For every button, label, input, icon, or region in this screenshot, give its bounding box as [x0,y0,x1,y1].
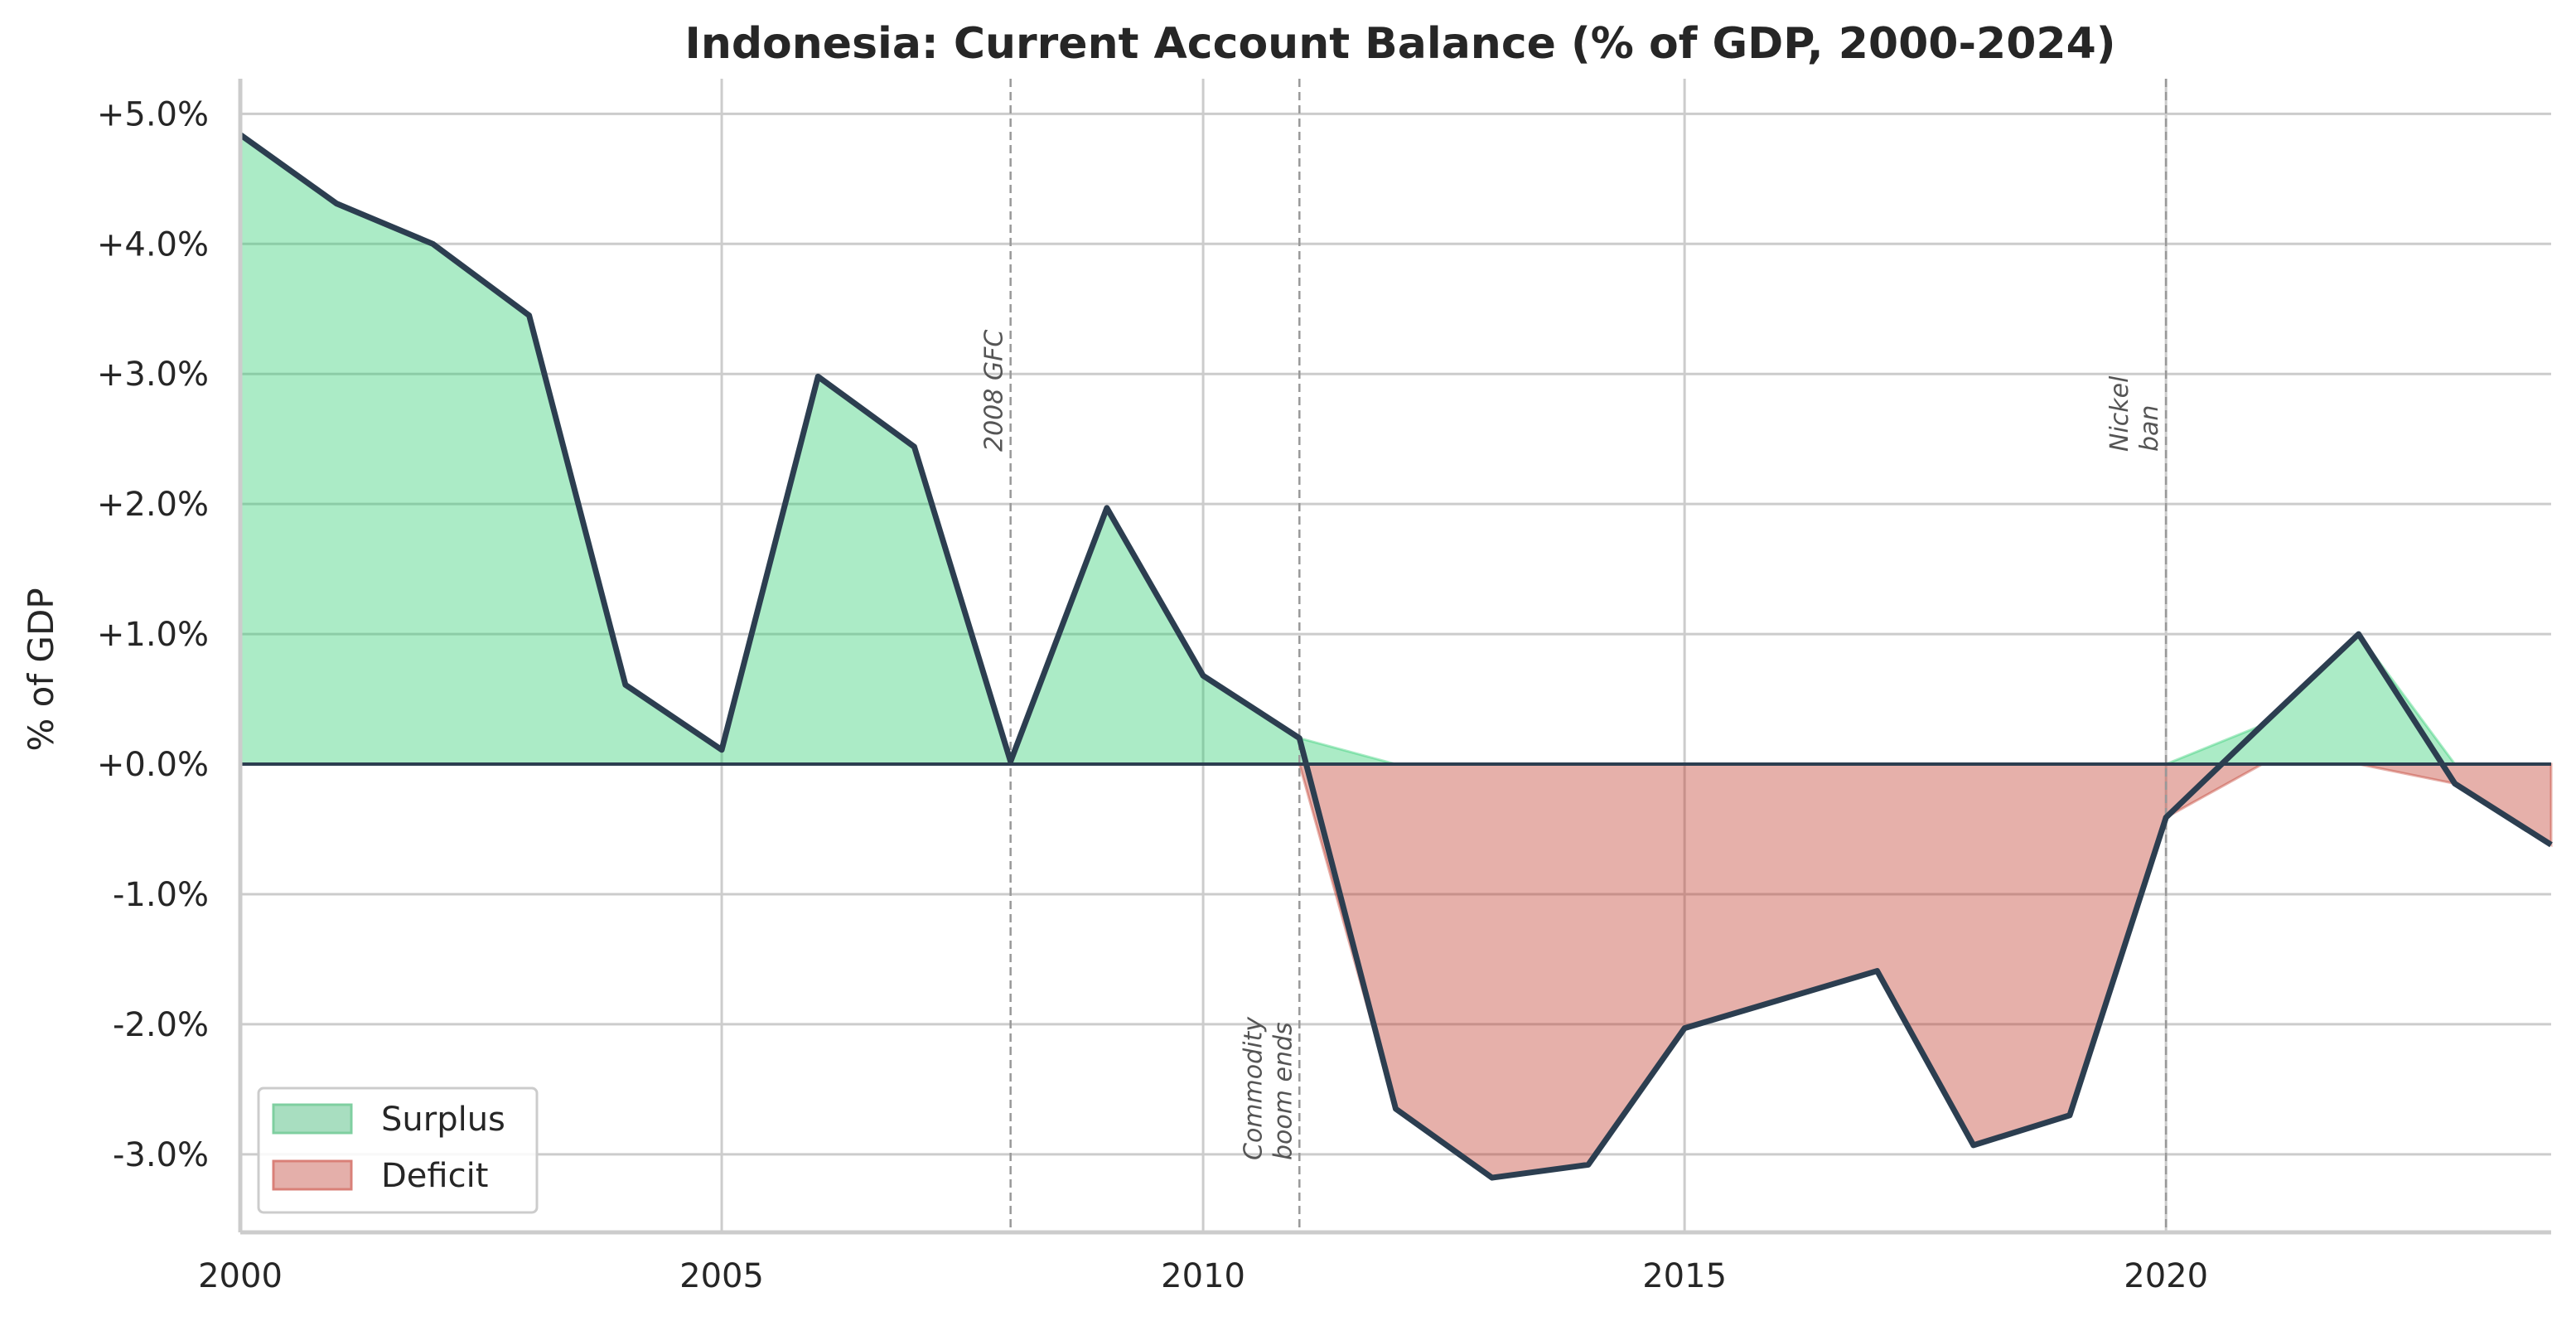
y-tick-label: +5.0% [97,95,209,133]
y-axis-ticks: +5.0% +4.0% +3.0% +2.0% +1.0% +0.0% -1.0% -2.0%… [97,95,209,1174]
y-tick-label: +2.0% [97,486,209,524]
x-axis-ticks: 2000 2005 2010 2015 2020 [198,1257,2208,1295]
current-account-line [238,132,2553,1181]
x-tick-label: 2005 [679,1257,764,1295]
y-tick-label: +1.0% [97,616,209,654]
axes [238,79,2551,1235]
x-tick-label: 2000 [198,1257,283,1295]
y-tick-label: +3.0% [97,356,209,394]
event-markers: 2008 GFC Commodity boom ends Nickel ban [980,79,2168,1232]
x-tick-label: 2020 [2124,1257,2208,1295]
legend-swatch-surplus [272,1103,353,1135]
event-annotation: Commodity [1239,1016,1268,1160]
event-annotation: boom ends [1269,1022,1298,1160]
event-annotation: 2008 GFC [980,330,1009,452]
y-tick-label: -3.0% [113,1136,209,1174]
data-line [238,132,2553,1181]
x-tick-label: 2015 [1642,1257,1727,1295]
y-tick-label: -1.0% [113,876,209,914]
event-annotation: Nickel [2105,375,2134,452]
chart-title: Indonesia: Current Account Balance (% of… [684,19,2115,69]
x-tick-label: 2010 [1161,1257,1245,1295]
y-tick-label: -2.0% [113,1006,209,1044]
legend-label-deficit: Deficit [381,1157,488,1195]
legend-swatch-deficit [272,1159,353,1191]
event-annotation: ban [2135,405,2164,452]
legend: Surplus Deficit [257,1086,539,1214]
y-tick-label: +4.0% [97,225,209,264]
legend-label-surplus: Surplus [381,1101,505,1139]
y-tick-label: +0.0% [97,746,209,784]
y-axis-label: % of GDP [21,588,61,751]
